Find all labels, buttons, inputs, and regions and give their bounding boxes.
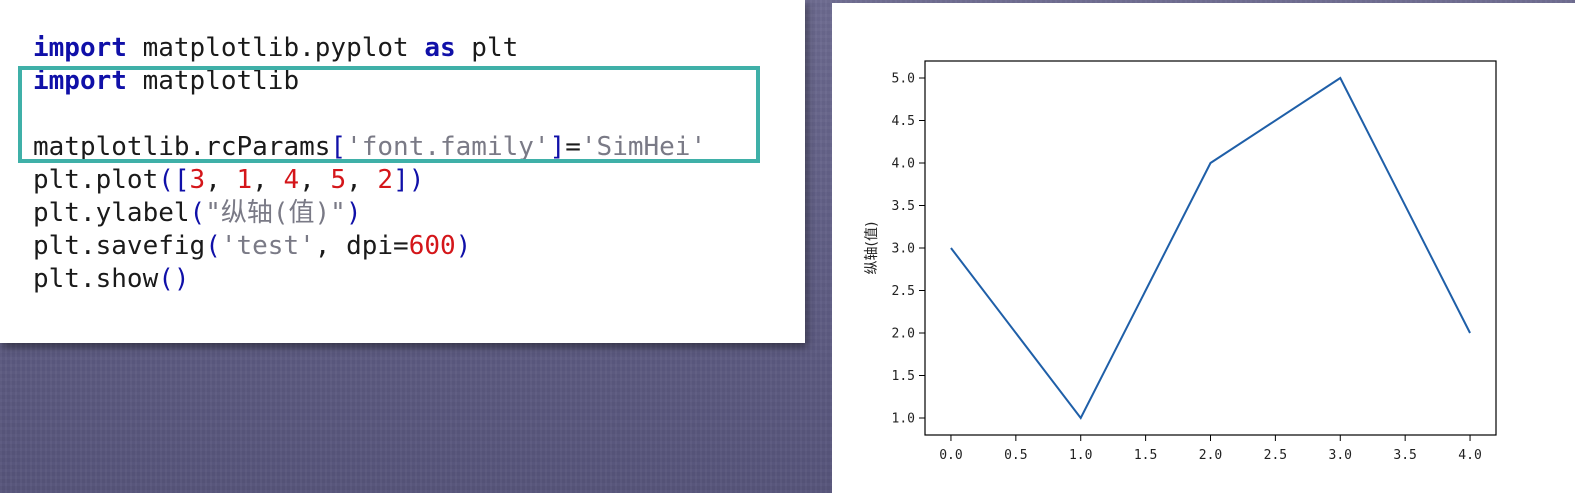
y-tick-label: 2.5	[892, 284, 915, 299]
x-tick-label: 0.0	[939, 448, 962, 463]
y-tick-label: 2.0	[892, 327, 915, 342]
code-token: import	[33, 66, 127, 96]
code-token: matplotlib	[126, 66, 300, 96]
code-token: ([	[158, 165, 190, 195]
x-tick-label: 3.5	[1393, 448, 1416, 463]
code-token: 600	[408, 231, 456, 261]
code-token: , dpi=	[314, 231, 409, 261]
code-line: plt.savefig('test', dpi=600)	[33, 230, 706, 263]
y-axis-label: 纵轴(值)	[864, 222, 880, 275]
code-token: (	[189, 198, 206, 228]
code-token: 4	[283, 165, 300, 195]
code-token: 'font.family'	[346, 132, 550, 162]
code-panel: import matplotlib.pyplot as plt import ma…	[0, 0, 805, 343]
x-axis: 0.0 0.5 1.0 1.5 2.0 2.5 3.0 3.5 4.0	[939, 435, 1482, 463]
code-token: )	[455, 231, 472, 261]
code-token: import	[33, 33, 127, 63]
code-token: plt	[455, 33, 519, 63]
y-tick-label: 3.0	[892, 242, 915, 257]
code-token: ,	[346, 165, 378, 195]
code-token: plt.ylabel	[33, 198, 190, 228]
y-axis: 1.0 1.5 2.0 2.5 3.0 3.5 4.0 4.5 5.0	[892, 72, 925, 427]
x-tick-label: 4.0	[1458, 448, 1481, 463]
y-tick-label: 5.0	[892, 72, 915, 87]
code-token: [	[330, 132, 347, 162]
y-tick-label: 4.0	[892, 157, 915, 172]
y-tick-label: 1.5	[892, 369, 915, 384]
code-token: "纵轴(值)"	[205, 198, 346, 228]
code-line: plt.ylabel("纵轴(值)")	[33, 197, 706, 230]
code-token: )	[345, 198, 362, 228]
code-token: ]	[549, 132, 566, 162]
x-tick-label: 3.0	[1329, 448, 1352, 463]
code-token: 2	[377, 165, 394, 195]
series-line	[950, 76, 1471, 420]
chart-panel: 0.0 0.5 1.0 1.5 2.0 2.5 3.0 3.5 4.0 1.0 1.5 2.0 2.5…	[832, 3, 1575, 493]
code-token: ,	[299, 165, 331, 195]
code-line: matplotlib.rcParams['font.family']='SimH…	[33, 131, 706, 164]
code-line: plt.plot([3, 1, 4, 5, 2])	[33, 164, 706, 197]
code-token: 1	[236, 165, 253, 195]
code-token: 5	[330, 165, 347, 195]
code-block: import matplotlib.pyplot as plt import ma…	[33, 32, 706, 296]
code-token: plt.show	[33, 264, 159, 294]
x-tick-label: 1.5	[1134, 448, 1157, 463]
code-line: import matplotlib.pyplot as plt	[33, 32, 706, 65]
code-token: plt.plot	[33, 165, 159, 195]
code-token: ])	[393, 165, 425, 195]
x-tick-label: 2.0	[1199, 448, 1222, 463]
y-tick-label: 3.5	[892, 199, 915, 214]
highlight-box	[18, 66, 760, 163]
y-tick-label: 4.5	[892, 114, 915, 129]
y-tick-label: 1.0	[892, 412, 915, 427]
plot-area-frame	[924, 60, 1497, 436]
code-token: 'SimHei'	[580, 132, 707, 162]
code-line: import matplotlib	[33, 65, 706, 98]
x-tick-label: 1.0	[1069, 448, 1092, 463]
line-chart: 0.0 0.5 1.0 1.5 2.0 2.5 3.0 3.5 4.0 1.0 1.5 2.0 2.5…	[864, 60, 1497, 463]
code-token: ,	[205, 165, 237, 195]
code-token: plt.savefig	[33, 231, 206, 261]
code-token: 3	[189, 165, 206, 195]
code-token: matplotlib.rcParams	[33, 132, 331, 162]
code-token: =	[565, 132, 581, 162]
x-tick-label: 2.5	[1264, 448, 1287, 463]
code-token: 'test'	[220, 231, 315, 261]
code-line: plt.show()	[33, 263, 706, 296]
code-token: ()	[158, 264, 190, 294]
code-token: ,	[252, 165, 284, 195]
code-token: matplotlib.pyplot	[126, 33, 425, 63]
code-token: as	[424, 33, 456, 63]
x-tick-label: 0.5	[1004, 448, 1027, 463]
code-token: (	[205, 231, 221, 261]
